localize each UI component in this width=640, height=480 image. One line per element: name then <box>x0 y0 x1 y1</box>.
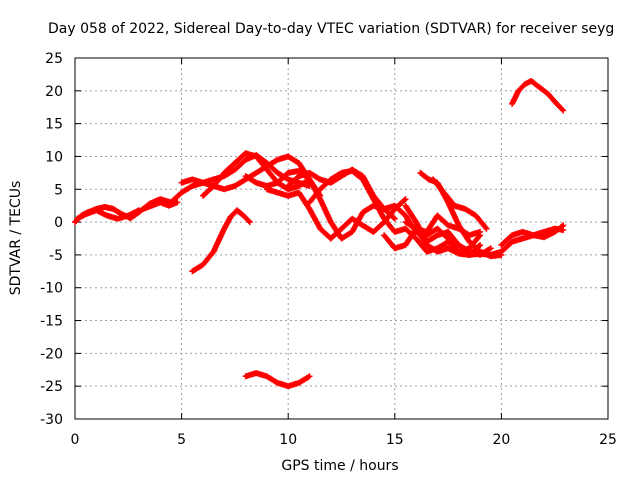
x-axis-label: GPS time / hours <box>281 458 398 474</box>
data-points <box>72 78 567 390</box>
data-point-markers <box>402 212 484 239</box>
plot-frame <box>74 57 609 420</box>
x-tick-label: 25 <box>599 432 617 448</box>
data-point-markers <box>140 199 181 212</box>
series-track-3 <box>189 207 253 275</box>
series-track-2 <box>74 207 142 222</box>
data-point-markers <box>263 186 409 242</box>
x-tick-label: 15 <box>386 432 404 448</box>
series-track-5 <box>199 150 313 199</box>
y-tick-label: 25 <box>45 51 63 67</box>
y-axis-label: SDTVAR / TECUs <box>8 181 24 296</box>
x-tick-label: 10 <box>279 432 297 448</box>
data-point-markers <box>189 207 253 275</box>
series-track-17 <box>509 78 567 114</box>
series-track-13 <box>430 176 490 232</box>
y-axis-ticks: -30 -25 -20 -15 -10 -5 0 5 10 15 20 25 <box>40 51 608 428</box>
y-tick-label: -10 <box>40 281 63 297</box>
y-tick-label: -15 <box>40 314 63 330</box>
data-point-markers <box>242 370 313 390</box>
data-point-markers <box>74 207 142 222</box>
y-tick-label: -30 <box>40 412 63 428</box>
data-point-markers <box>509 78 567 114</box>
grid-lines <box>75 58 608 419</box>
x-tick-label: 20 <box>492 432 510 448</box>
x-tick-label: 0 <box>71 432 80 448</box>
y-tick-label: 20 <box>45 84 63 100</box>
series-track-14 <box>402 212 484 239</box>
chart-title: Day 058 of 2022, Sidereal Day-to-day VTE… <box>48 21 614 37</box>
y-tick-label: 0 <box>54 215 63 231</box>
series-track-19 <box>140 199 181 212</box>
y-tick-label: 5 <box>54 182 63 198</box>
data-point-markers <box>498 225 567 249</box>
x-tick-label: 5 <box>177 432 186 448</box>
x-axis-ticks: 0 5 10 15 20 25 <box>71 58 617 448</box>
data-point-markers <box>430 176 490 232</box>
y-tick-label: 10 <box>45 149 63 165</box>
data-point-markers <box>199 150 313 199</box>
series-track-7 <box>263 186 409 242</box>
y-tick-label: 15 <box>45 117 63 133</box>
series-track-18 <box>242 370 313 390</box>
y-tick-label: -5 <box>49 248 63 264</box>
y-tick-label: -20 <box>40 346 63 362</box>
series-track-16 <box>498 225 567 249</box>
y-tick-label: -25 <box>40 379 63 395</box>
